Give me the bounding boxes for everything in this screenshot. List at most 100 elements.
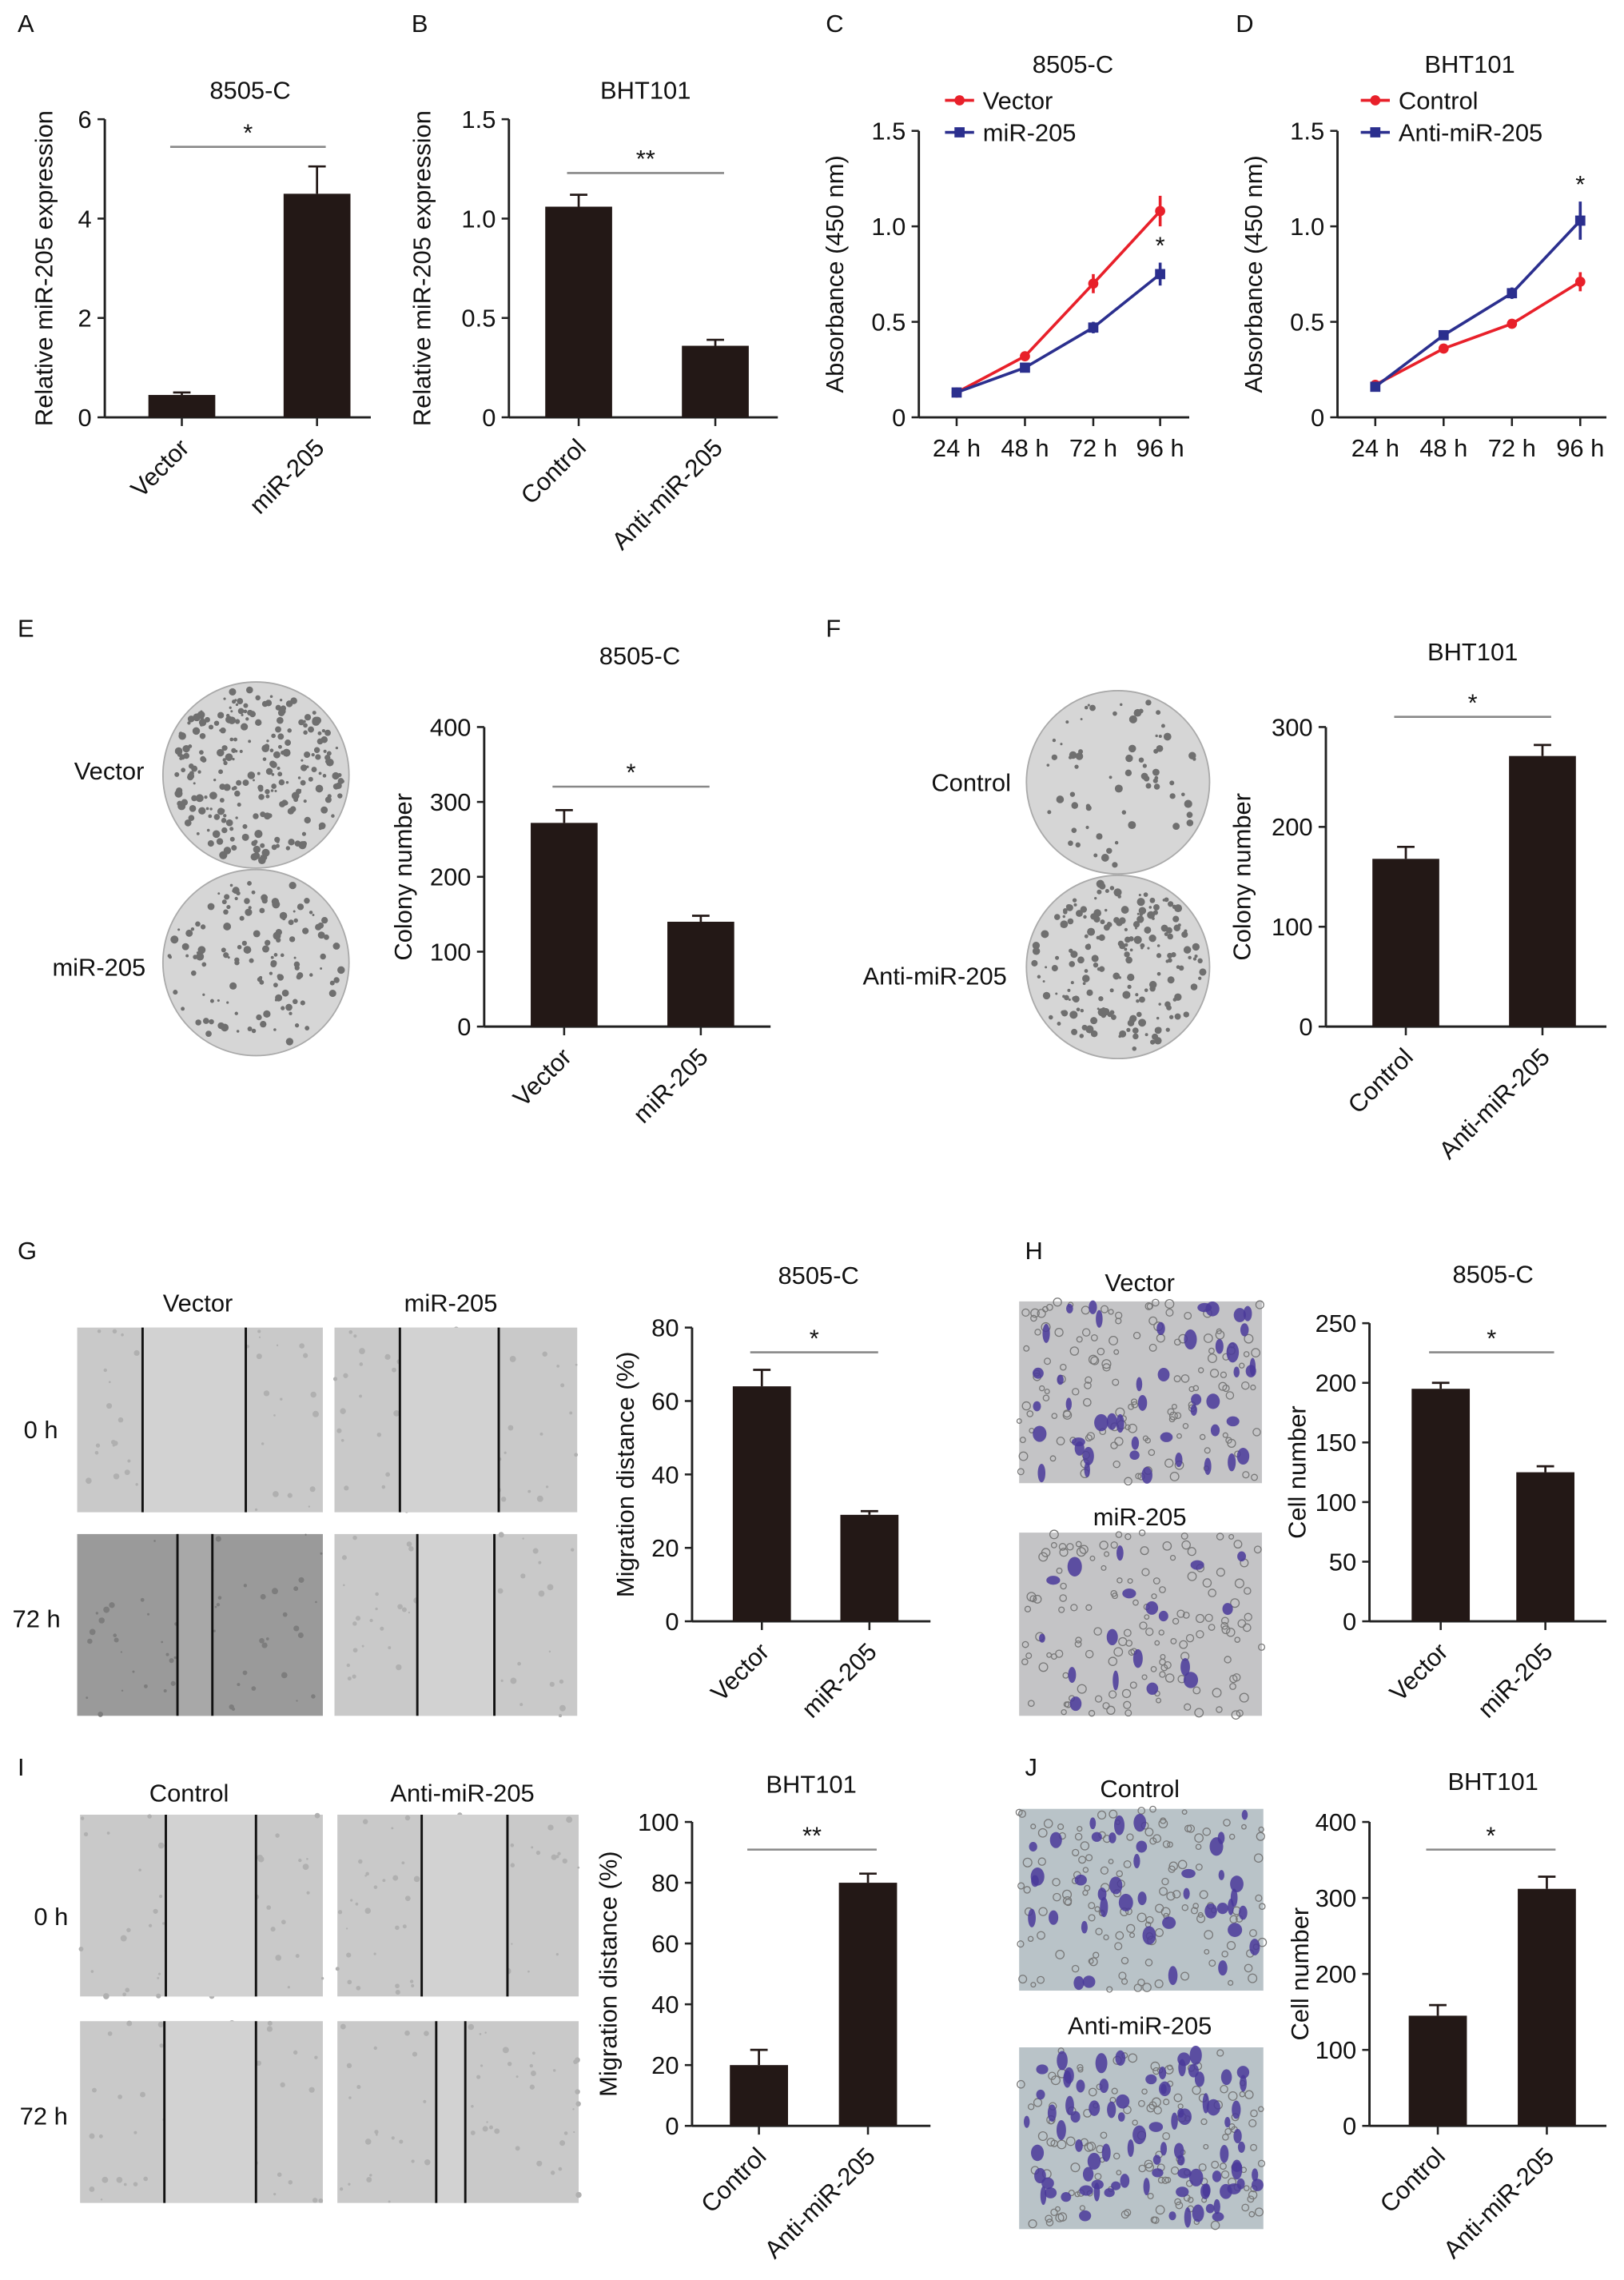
colony [221, 1023, 229, 1032]
texture-speck [103, 1606, 110, 1613]
pore [1148, 1316, 1158, 1325]
colony [174, 771, 180, 777]
colony [205, 1030, 212, 1037]
pore [1222, 1384, 1230, 1393]
pore [1255, 1300, 1264, 1309]
colony [222, 758, 226, 762]
colony [1087, 704, 1090, 707]
bar-mir-205 [283, 193, 351, 418]
bar-control [730, 2065, 788, 2127]
pore [1113, 1460, 1120, 1469]
colony [253, 845, 261, 854]
colony [1140, 943, 1145, 948]
pore [1053, 1892, 1061, 1902]
x-tick-label: Anti-miR-205 [607, 433, 728, 555]
colony [243, 946, 252, 954]
colony [185, 929, 193, 937]
pore [1239, 1692, 1249, 1703]
pore [1173, 1375, 1181, 1383]
colony [266, 739, 269, 743]
pore [1159, 1887, 1168, 1896]
colony [1124, 936, 1131, 943]
colony [1087, 927, 1096, 936]
stained-cell [1115, 2050, 1126, 2066]
stained-cell [1082, 2166, 1094, 2182]
stained-cell [1071, 1437, 1085, 1447]
pore [1132, 1599, 1139, 1606]
colony [321, 917, 328, 924]
colony [1075, 752, 1084, 760]
colony [1055, 992, 1058, 995]
colony [1102, 1007, 1110, 1016]
pore [1228, 1533, 1235, 1540]
colony [277, 744, 282, 749]
colony [277, 766, 281, 771]
pore [1220, 1371, 1228, 1378]
colony [1186, 819, 1194, 827]
pore [1116, 1870, 1124, 1878]
pore [1203, 1333, 1213, 1343]
texture-speck [257, 1854, 263, 1861]
pore [1220, 1621, 1229, 1630]
texture-speck [559, 2140, 566, 2146]
texture-speck [133, 2131, 137, 2135]
pore [1055, 1649, 1064, 1658]
stained-cell [1180, 1658, 1190, 1676]
colony [261, 848, 270, 857]
bar-mir-205 [840, 1514, 899, 1622]
texture-speck [148, 1923, 153, 1927]
colony [302, 927, 309, 935]
colony [262, 757, 267, 761]
colony [265, 794, 270, 799]
pore [1228, 2091, 1238, 2101]
colony [289, 806, 297, 812]
colony [223, 760, 228, 766]
colony [296, 974, 302, 980]
pore [1211, 2160, 1220, 2169]
y-tick-label: 1.5 [1290, 118, 1324, 145]
colony [1074, 764, 1079, 769]
stained-cell [1210, 1424, 1220, 1437]
colony [1090, 913, 1097, 920]
colony [270, 961, 277, 967]
texture-speck [401, 1607, 407, 1612]
pore [1045, 2218, 1054, 2226]
pore [1094, 1906, 1101, 1912]
stained-cell [1236, 2178, 1245, 2190]
pore [1093, 1951, 1100, 1959]
colony [1072, 996, 1077, 1002]
panel-letter: C [826, 10, 843, 38]
colony [188, 744, 193, 749]
texture-speck [527, 1970, 530, 1973]
colony [1178, 965, 1184, 971]
colony [204, 795, 208, 799]
texture-speck [509, 1355, 516, 1362]
texture-speck [423, 2099, 427, 2103]
pore [1173, 1338, 1181, 1346]
texture-speck [251, 1686, 257, 1691]
colony [1093, 853, 1098, 858]
y-tick-label: 200 [1316, 1369, 1357, 1397]
pore [1028, 2219, 1037, 2229]
colony [265, 767, 273, 775]
data-point [1155, 205, 1165, 217]
stained-cell [1031, 2144, 1045, 2162]
colony [279, 699, 283, 702]
y-tick-label: 0 [482, 404, 496, 432]
stained-cell [1228, 1453, 1236, 1472]
texture-speck [120, 1935, 127, 1942]
colony [304, 898, 310, 904]
colony [317, 731, 322, 735]
texture-speck [144, 1684, 148, 1688]
texture-speck [486, 2121, 488, 2123]
colony [1119, 1030, 1127, 1038]
texture-speck [536, 2160, 543, 2166]
texture-speck [411, 2159, 415, 2163]
texture-speck [297, 1632, 304, 1639]
pore [1124, 1477, 1132, 1486]
y-tick-label: 0 [78, 404, 92, 432]
texture-speck [103, 1368, 107, 1373]
scratch-gap [400, 1327, 500, 1513]
stained-cell [1047, 2104, 1057, 2122]
pore [1160, 1664, 1168, 1672]
